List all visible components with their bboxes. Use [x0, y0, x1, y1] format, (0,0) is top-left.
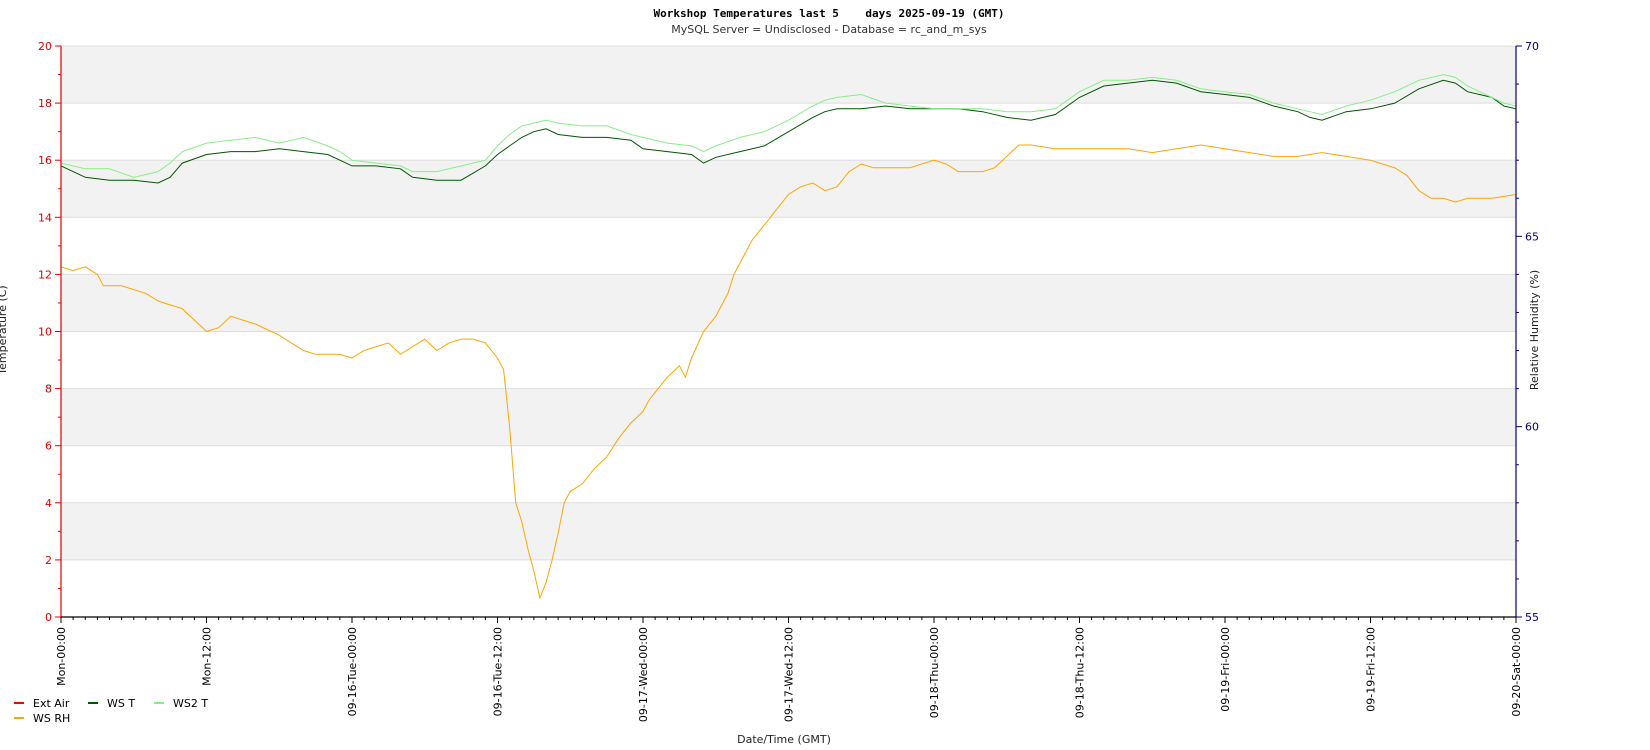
x-tick-label: 09-20-Sat-00:00	[1510, 627, 1523, 717]
x-tick-label: 09-16-Tue-12:00	[492, 627, 505, 716]
axes	[55, 45, 1522, 623]
y-tick-label: 14	[38, 211, 52, 224]
x-tick-label: 09-16-Tue-00:00	[346, 627, 359, 716]
plot-bands	[61, 46, 1516, 560]
series-lines	[60, 74, 1517, 600]
x-tick-label: 09-19-Fri-00:00	[1219, 627, 1232, 712]
y-tick-label: 16	[38, 154, 52, 167]
legend-label-ext-air: Ext Air	[33, 697, 70, 710]
y2-tick-label: 55	[1525, 611, 1539, 624]
series-line-ws2-t	[60, 74, 1517, 178]
y-tick-label: 2	[45, 554, 52, 567]
y-tick-label: 20	[38, 40, 52, 53]
x-tick-label: 09-18-Thu-12:00	[1074, 627, 1087, 718]
x-axis-label: Date/Time (GMT)	[737, 733, 831, 746]
grid-band	[61, 274, 1516, 332]
tick-labels: 0 2 4 6 8 10 12 14 16 18 20 55 60 65 70 Mon-00:00 Mon-12…	[38, 40, 1539, 722]
y-tick-label: 12	[38, 268, 52, 281]
y-tick-label: 0	[45, 611, 52, 624]
legend-label-ws-t: WS T	[107, 697, 135, 710]
y-tick-label: 8	[45, 383, 52, 396]
y-tick-label: 6	[45, 440, 52, 453]
y2-axis-label: Relative Humidity (%)	[1528, 270, 1541, 390]
legend-label-ws2-t: WS2 T	[173, 697, 208, 710]
series-line-ws-rh	[60, 144, 1517, 600]
y2-tick-label: 70	[1525, 40, 1539, 53]
x-tick-label: Mon-12:00	[201, 627, 214, 686]
y-axis-label: Temperature (C)	[0, 285, 9, 375]
y2-tick-label: 65	[1525, 230, 1539, 243]
x-tick-label: 09-18-Thu-00:00	[928, 627, 941, 718]
legend-label-ws-rh: WS RH	[33, 712, 70, 725]
series-line-ws-t	[60, 79, 1517, 184]
x-tick-label: 09-17-Wed-00:00	[637, 627, 650, 722]
y-tick-label: 18	[38, 97, 52, 110]
grid-band	[61, 160, 1516, 218]
chart-title: Workshop Temperatures last 5 days 2025-0…	[654, 7, 1005, 20]
grid-band	[61, 502, 1516, 560]
grid-band	[61, 46, 1516, 104]
chart-subtitle: MySQL Server = Undisclosed - Database = …	[671, 23, 987, 36]
y-tick-label: 10	[38, 326, 52, 339]
x-tick-label: 09-17-Wed-12:00	[783, 627, 796, 722]
x-tick-label: 09-19-Fri-12:00	[1365, 627, 1378, 712]
y-tick-label: 4	[45, 497, 52, 510]
legend: Ext Air WS T WS2 T WS RH	[14, 697, 208, 725]
y2-tick-label: 60	[1525, 421, 1539, 434]
grid-band	[61, 388, 1516, 446]
x-tick-label: Mon-00:00	[55, 627, 68, 686]
